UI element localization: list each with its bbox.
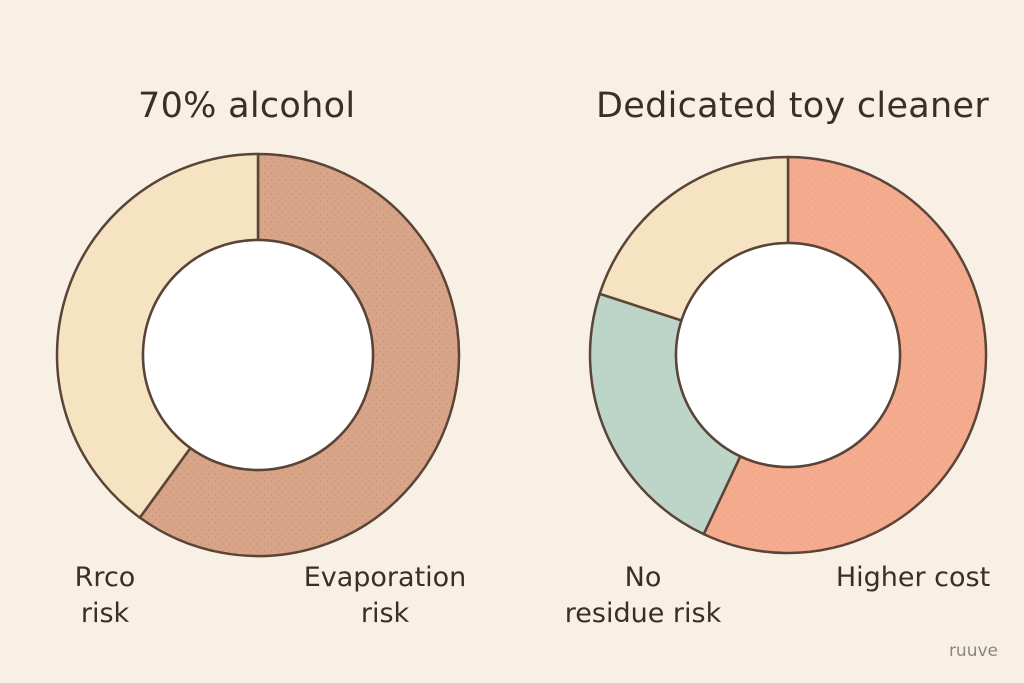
slice-texture bbox=[703, 157, 986, 553]
slice-label-no-residue-risk: No residue risk bbox=[548, 560, 738, 632]
slice-label-line: Evaporation bbox=[303, 562, 467, 593]
donut-hole bbox=[141, 238, 375, 472]
watermark: ruuve bbox=[948, 641, 998, 661]
slice-label-line: risk bbox=[80, 598, 130, 629]
donut-chart-toy-cleaner bbox=[588, 155, 988, 555]
slice-label-line: No bbox=[624, 562, 662, 593]
donut-chart-alcohol bbox=[55, 152, 461, 558]
slice-label-line: risk bbox=[360, 598, 410, 629]
slice-label-rrco-risk: Rrco risk bbox=[60, 560, 150, 632]
slice-texture bbox=[139, 154, 459, 556]
donut-hole bbox=[674, 241, 902, 469]
slice-label-line: residue risk bbox=[564, 598, 722, 629]
slice-label-evaporation-risk: Evaporation risk bbox=[290, 560, 480, 632]
chart-title-toy-cleaner: Dedicated toy cleaner bbox=[596, 86, 990, 126]
chart-title-alcohol: 70% alcohol bbox=[138, 86, 356, 126]
slice-label-line: Rrco bbox=[74, 562, 136, 593]
slice-label-higher-cost: Higher cost bbox=[818, 560, 1008, 596]
slice-label-line: Higher cost bbox=[835, 562, 991, 593]
